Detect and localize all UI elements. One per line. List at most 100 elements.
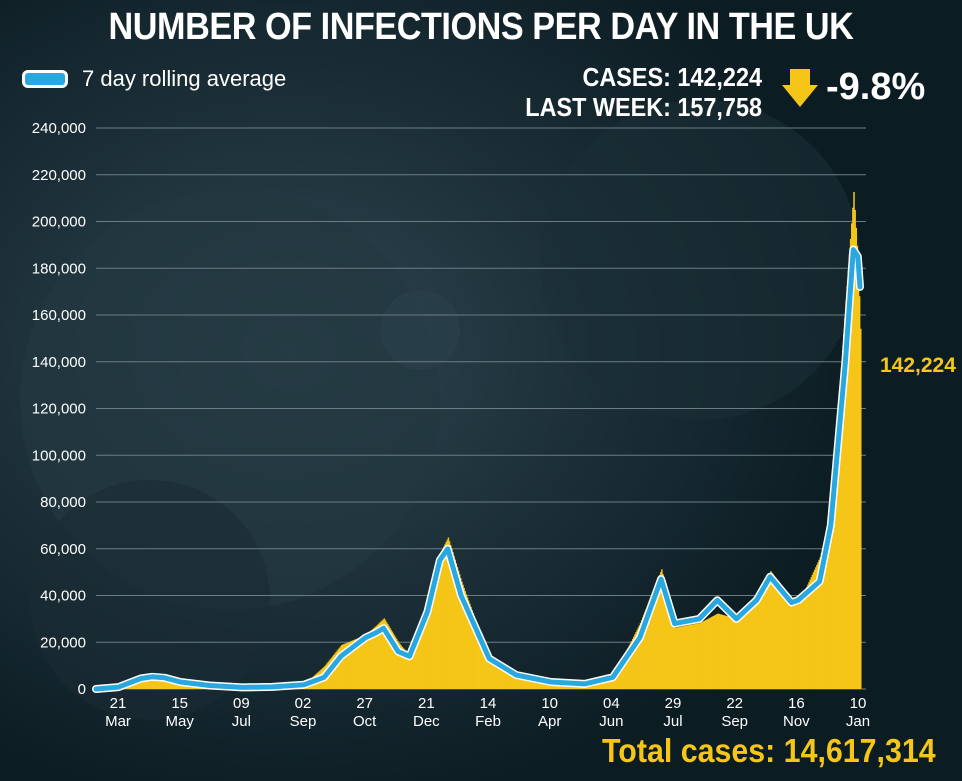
daily-bar: [795, 602, 798, 689]
daily-bar: [463, 587, 465, 689]
daily-bar: [610, 677, 613, 689]
daily-bar: [410, 652, 413, 689]
daily-bar: [722, 615, 725, 689]
daily-bar: [817, 562, 819, 689]
daily-bar: [685, 625, 688, 689]
daily-bar: [374, 626, 377, 689]
daily-bar: [516, 672, 518, 689]
daily-bar: [754, 595, 756, 689]
daily-bar: [165, 677, 168, 689]
daily-bar: [343, 644, 345, 689]
daily-bar: [748, 602, 751, 689]
daily-bar: [349, 641, 352, 689]
daily-bar: [351, 640, 353, 689]
daily-bar: [417, 631, 419, 689]
daily-bar: [427, 600, 429, 689]
daily-bar: [461, 581, 463, 689]
daily-bar: [829, 518, 832, 689]
daily-bar: [362, 636, 364, 689]
daily-bar: [806, 587, 808, 689]
daily-bar: [409, 656, 411, 689]
daily-bar: [713, 615, 716, 689]
daily-bar: [489, 660, 491, 689]
daily-bar: [166, 678, 169, 689]
change-percent: -9.8%: [826, 66, 926, 108]
daily-bar: [433, 578, 435, 689]
daily-bar: [844, 317, 846, 689]
daily-bar: [536, 677, 538, 689]
daily-bar: [820, 553, 823, 689]
daily-bar: [738, 615, 741, 689]
daily-bar: [372, 628, 374, 689]
daily-bar: [156, 677, 159, 689]
daily-bar: [631, 638, 634, 689]
daily-bar: [365, 634, 368, 689]
daily-bar: [813, 569, 816, 689]
daily-bar: [354, 639, 356, 689]
daily-bar: [717, 613, 719, 689]
daily-bar: [436, 566, 438, 689]
y-tick-label: 120,000: [32, 401, 86, 418]
daily-bar: [470, 606, 472, 689]
daily-bar: [361, 636, 363, 689]
daily-bar: [790, 598, 792, 689]
daily-bar: [737, 617, 740, 689]
daily-bar: [672, 618, 674, 689]
daily-bar: [751, 600, 753, 689]
daily-bar: [684, 625, 687, 689]
daily-bar: [453, 555, 455, 689]
x-tick-month: Oct: [353, 713, 377, 730]
cases-stat: CASES: 142,224: [582, 62, 762, 92]
daily-bar: [660, 572, 662, 689]
daily-bar: [475, 622, 478, 689]
daily-bar: [628, 645, 631, 689]
y-tick-label: 0: [78, 681, 86, 698]
daily-bar: [755, 594, 758, 689]
daily-bar: [339, 646, 342, 689]
daily-bar: [169, 678, 171, 689]
daily-bar: [492, 661, 495, 689]
y-tick-label: 220,000: [32, 167, 86, 184]
daily-bar: [393, 635, 396, 689]
daily-bar: [382, 619, 385, 689]
daily-bar: [429, 591, 432, 689]
daily-bar: [513, 671, 516, 689]
daily-bar: [425, 607, 427, 689]
daily-bar: [665, 588, 668, 689]
daily-bar: [801, 596, 804, 689]
daily-bar: [454, 559, 456, 689]
daily-bar: [342, 644, 344, 689]
daily-bar: [719, 614, 722, 689]
daily-bar: [752, 598, 754, 689]
daily-bar: [621, 659, 624, 689]
daily-bar: [815, 567, 817, 689]
daily-bar: [145, 677, 147, 689]
daily-bar: [136, 679, 138, 689]
daily-bar: [152, 677, 154, 689]
daily-bar: [640, 620, 643, 689]
daily-bar: [690, 624, 692, 689]
daily-bar: [529, 675, 532, 689]
daily-bar: [448, 541, 451, 689]
daily-bar: [727, 616, 729, 689]
daily-bar: [828, 522, 831, 689]
daily-bar: [804, 589, 807, 689]
daily-bar: [624, 654, 626, 689]
daily-bar: [644, 611, 646, 689]
daily-bar: [435, 570, 437, 689]
daily-bar: [682, 626, 685, 689]
daily-bar: [667, 598, 670, 689]
daily-bar: [803, 592, 806, 689]
daily-bar: [406, 652, 408, 689]
daily-bar: [407, 653, 409, 689]
daily-bar: [666, 593, 669, 689]
daily-bar: [340, 645, 343, 689]
daily-bar: [853, 192, 855, 690]
daily-bar: [512, 670, 515, 689]
daily-bar: [533, 676, 535, 689]
daily-bar: [447, 537, 450, 689]
rolling-average-line: [93, 247, 863, 692]
daily-bar: [618, 666, 620, 689]
daily-bar: [720, 614, 723, 689]
daily-bar: [735, 618, 737, 689]
